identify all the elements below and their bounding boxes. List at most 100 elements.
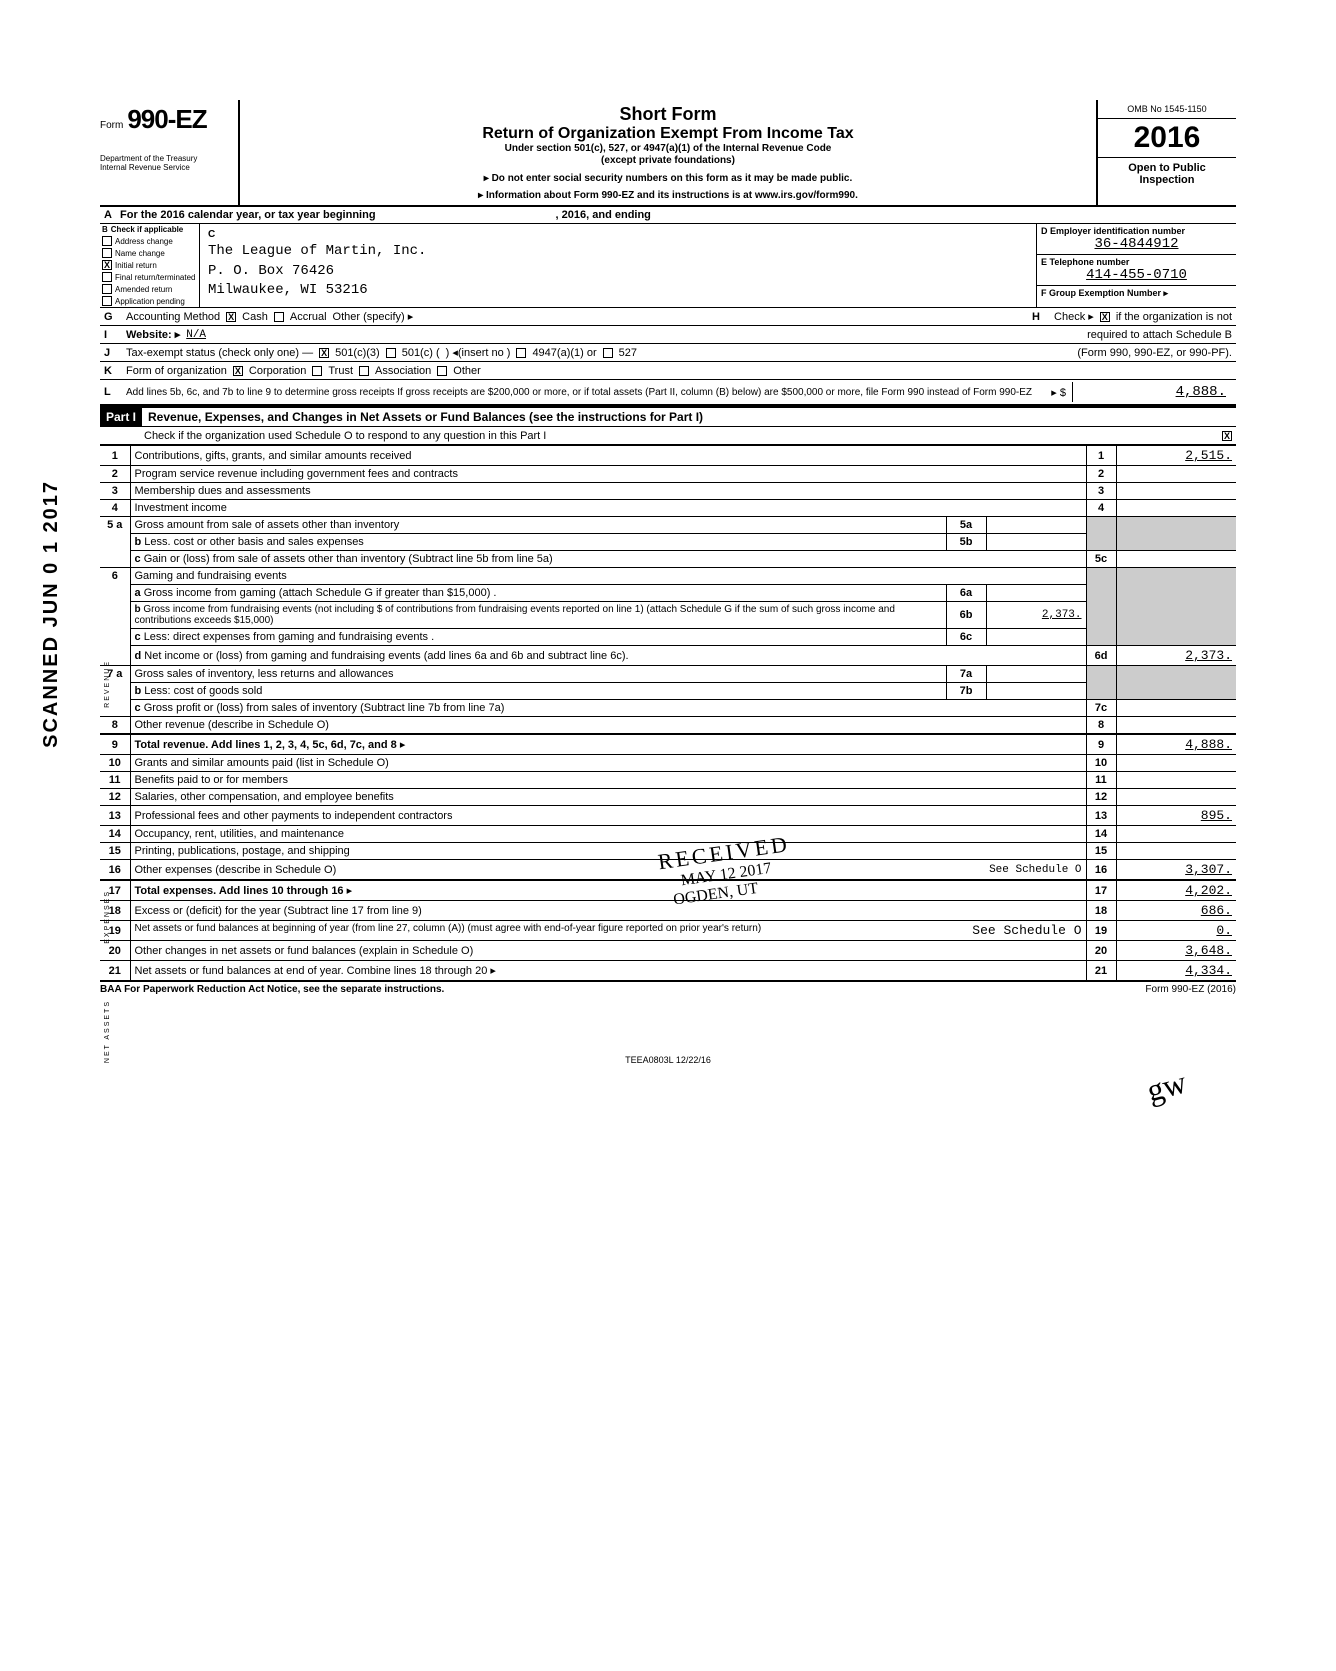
title-block: Short Form Return of Organization Exempt… bbox=[240, 100, 1096, 205]
table-row: 7 aGross sales of inventory, less return… bbox=[100, 666, 1236, 683]
line-j: J Tax-exempt status (check only one) — X… bbox=[100, 344, 1236, 362]
line-h-text4: (Form 990, 990-EZ, or 990-PF). bbox=[1077, 347, 1232, 359]
footer-center: TEEA0803L 12/22/16 bbox=[100, 1055, 1236, 1065]
right-info-block: D Employer identification number 36-4844… bbox=[1036, 224, 1236, 307]
table-row: 18Excess or (deficit) for the year (Subt… bbox=[100, 901, 1236, 921]
line-l: L Add lines 5b, 6c, and 7b to line 9 to … bbox=[100, 380, 1236, 406]
instruction-1: ▸ Do not enter social security numbers o… bbox=[250, 173, 1086, 184]
other-org-label: Other bbox=[453, 365, 481, 377]
other-org-checkbox[interactable] bbox=[437, 366, 447, 376]
col-num: 1 bbox=[1086, 446, 1116, 466]
assoc-checkbox[interactable] bbox=[359, 366, 369, 376]
initial-return-checkbox[interactable]: X bbox=[102, 260, 112, 270]
row-num: 1 bbox=[100, 446, 130, 466]
table-row: 8Other revenue (describe in Schedule O)8 bbox=[100, 717, 1236, 735]
part-1-check-text: Check if the organization used Schedule … bbox=[104, 430, 1216, 442]
amended-label: Amended return bbox=[115, 285, 172, 294]
name-change-label: Name change bbox=[115, 249, 165, 258]
short-form-title: Short Form bbox=[250, 104, 1086, 125]
table-row: 12Salaries, other compensation, and empl… bbox=[100, 789, 1236, 806]
501c-checkbox[interactable] bbox=[386, 348, 396, 358]
table-row: 9Total revenue. Add lines 1, 2, 3, 4, 5c… bbox=[100, 734, 1236, 755]
line-g-text: Accounting Method bbox=[126, 311, 220, 323]
expenses-side-label: EXPENSES bbox=[104, 890, 111, 944]
table-row: 19Net assets or fund balances at beginni… bbox=[100, 921, 1236, 941]
form-header: Form 990-EZ Department of the Treasury I… bbox=[100, 100, 1236, 207]
insert-no-label: ) ◂(insert no ) bbox=[446, 346, 511, 359]
schedule-b-checkbox[interactable]: X bbox=[1100, 312, 1110, 322]
line-a-mid: , 2016, and ending bbox=[556, 209, 651, 221]
dept-line-2: Internal Revenue Service bbox=[100, 164, 230, 173]
assoc-label: Association bbox=[375, 365, 431, 377]
initial-return-label: Initial return bbox=[115, 261, 157, 270]
corp-label: Corporation bbox=[249, 365, 306, 377]
part-1-check-row: Check if the organization used Schedule … bbox=[100, 427, 1236, 445]
line-h-text2: if the organization is not bbox=[1116, 311, 1232, 323]
row-desc: Contributions, gifts, grants, and simila… bbox=[130, 446, 1086, 466]
table-row: c Gross profit or (loss) from sales of i… bbox=[100, 700, 1236, 717]
table-row: 6Gaming and fundraising events bbox=[100, 568, 1236, 585]
4947-label: 4947(a)(1) or bbox=[532, 347, 596, 359]
table-row: 4Investment income4 bbox=[100, 500, 1236, 517]
table-row: d Net income or (loss) from gaming and f… bbox=[100, 646, 1236, 666]
schedule-o-checkbox[interactable]: X bbox=[1222, 431, 1232, 441]
corp-checkbox[interactable]: X bbox=[233, 366, 243, 376]
line-h-text1: Check ▸ bbox=[1054, 310, 1094, 323]
table-row: 21Net assets or fund balances at end of … bbox=[100, 961, 1236, 982]
501c-label: 501(c) ( bbox=[402, 347, 440, 359]
table-row: b Less. cost or other basis and sales ex… bbox=[100, 534, 1236, 551]
line-l-text: Add lines 5b, 6c, and 7b to line 9 to de… bbox=[126, 387, 1045, 398]
table-row: 10Grants and similar amounts paid (list … bbox=[100, 755, 1236, 772]
label-c: C bbox=[208, 228, 1028, 242]
other-method-label: Other (specify) ▸ bbox=[333, 310, 414, 323]
addr-change-checkbox[interactable] bbox=[102, 236, 112, 246]
signature-initials: gw bbox=[1143, 1064, 1190, 1110]
form-prefix: Form bbox=[100, 120, 123, 131]
cash-checkbox[interactable]: X bbox=[226, 312, 236, 322]
final-return-checkbox[interactable] bbox=[102, 272, 112, 282]
line-a: A For the 2016 calendar year, or tax yea… bbox=[100, 207, 1236, 224]
org-city: Milwaukee, WI 53216 bbox=[208, 281, 1028, 301]
table-row: 3Membership dues and assessments3 bbox=[100, 483, 1236, 500]
table-row: 13Professional fees and other payments t… bbox=[100, 806, 1236, 826]
line-i-text: Website: ▸ bbox=[126, 328, 180, 341]
label-j: J bbox=[104, 347, 120, 359]
scanned-stamp: SCANNED JUN 0 1 2017 bbox=[40, 480, 63, 748]
table-row: a Gross income from gaming (attach Sched… bbox=[100, 585, 1236, 602]
footer-right: Form 990-EZ (2016) bbox=[1145, 984, 1236, 995]
assets-side-label: NET ASSETS bbox=[104, 1000, 111, 1063]
line-i: I Website: ▸ N/A required to attach Sche… bbox=[100, 326, 1236, 344]
line-j-text: Tax-exempt status (check only one) — bbox=[126, 347, 313, 359]
pending-checkbox[interactable] bbox=[102, 296, 112, 306]
amended-checkbox[interactable] bbox=[102, 284, 112, 294]
form-id-box: Form 990-EZ Department of the Treasury I… bbox=[100, 100, 240, 205]
table-row: 14Occupancy, rent, utilities, and mainte… bbox=[100, 826, 1236, 843]
info-grid: B Check if applicable Address change Nam… bbox=[100, 224, 1236, 308]
line-l-value: 4,888. bbox=[1072, 382, 1232, 402]
line-a-text: For the 2016 calendar year, or tax year … bbox=[120, 209, 376, 221]
527-label: 527 bbox=[619, 347, 637, 359]
revenue-table: 1Contributions, gifts, grants, and simil… bbox=[100, 445, 1236, 982]
table-row: 16Other expenses (describe in Schedule O… bbox=[100, 860, 1236, 881]
line-g-h: G Accounting Method XCash Accrual Other … bbox=[100, 308, 1236, 326]
omb-number: OMB No 1545-1150 bbox=[1098, 100, 1236, 119]
name-change-checkbox[interactable] bbox=[102, 248, 112, 258]
accrual-checkbox[interactable] bbox=[274, 312, 284, 322]
table-row: 5 aGross amount from sale of assets othe… bbox=[100, 517, 1236, 534]
527-checkbox[interactable] bbox=[603, 348, 613, 358]
org-name: The League of Martin, Inc. bbox=[208, 242, 1028, 262]
label-b: B bbox=[102, 225, 108, 234]
line-k: K Form of organization XCorporation Trus… bbox=[100, 362, 1236, 380]
table-row: 17Total expenses. Add lines 10 through 1… bbox=[100, 880, 1236, 901]
line-k-text: Form of organization bbox=[126, 365, 227, 377]
footer: BAA For Paperwork Reduction Act Notice, … bbox=[100, 982, 1236, 995]
part-1-label: Part I bbox=[100, 408, 142, 426]
4947-checkbox[interactable] bbox=[516, 348, 526, 358]
form-number: 990-EZ bbox=[127, 104, 206, 135]
org-address: P. O. Box 76426 bbox=[208, 262, 1028, 282]
trust-checkbox[interactable] bbox=[312, 366, 322, 376]
501c3-checkbox[interactable]: X bbox=[319, 348, 329, 358]
section-c-org: C The League of Martin, Inc. P. O. Box 7… bbox=[200, 224, 1036, 307]
line-l-arrow: ▸ $ bbox=[1051, 386, 1066, 399]
subtitle-2: (except private foundations) bbox=[250, 155, 1086, 167]
